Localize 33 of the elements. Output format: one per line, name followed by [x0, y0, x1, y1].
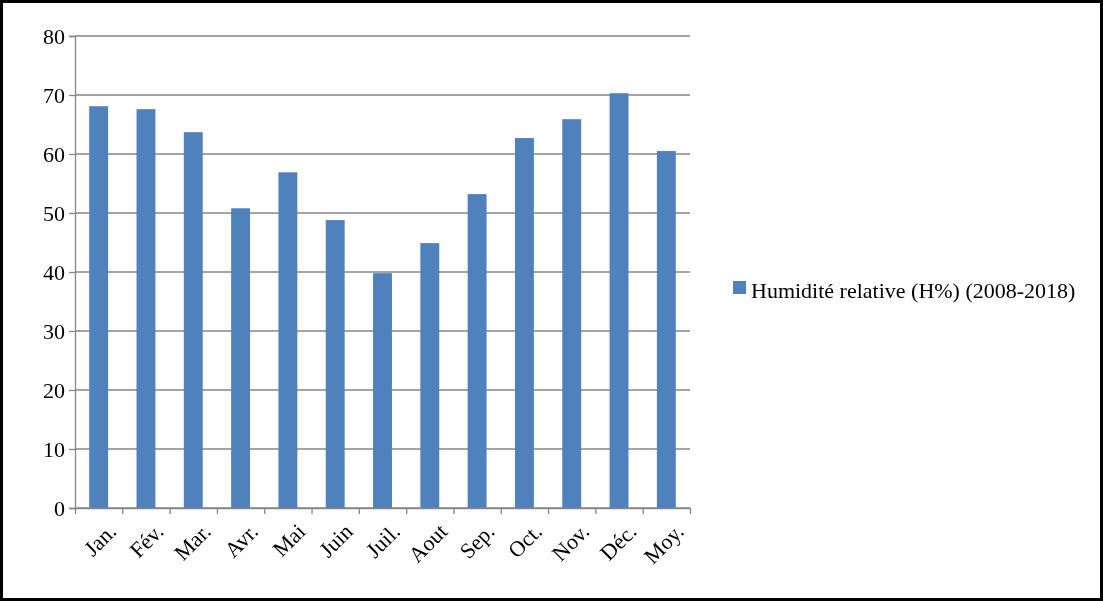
y-tick-label: 30	[43, 318, 65, 344]
bar	[373, 273, 392, 508]
x-tick-label: Avr.	[219, 518, 263, 563]
y-tick-label: 60	[43, 141, 65, 167]
bar	[609, 93, 629, 508]
bar	[325, 220, 345, 508]
y-tick-label: 40	[43, 259, 65, 285]
x-tick-label: Mar.	[169, 518, 216, 566]
bar	[467, 194, 487, 508]
bar	[278, 172, 298, 508]
bar	[656, 151, 676, 508]
x-tick-label: Juil.	[360, 518, 405, 563]
x-tick-label: Juin	[314, 518, 358, 563]
legend-label: Humidité relative (H%) (2008-2018)	[751, 277, 1076, 303]
y-tick-label: 20	[43, 377, 65, 403]
y-tick-label: 10	[43, 436, 65, 462]
x-tick-label: Oct.	[502, 518, 547, 563]
bar	[231, 208, 251, 508]
x-tick-label: Fév.	[124, 518, 169, 563]
x-tick-label: Sep.	[454, 518, 500, 564]
y-tick-label: 80	[43, 23, 65, 49]
bar	[136, 109, 156, 508]
y-tick-label: 0	[54, 495, 65, 521]
x-tick-label: Mai	[267, 518, 311, 562]
y-tick-label: 50	[43, 200, 65, 226]
bar	[562, 119, 582, 508]
bar	[89, 106, 109, 508]
y-tick-label: 70	[43, 82, 65, 108]
x-tick-label: Nov.	[546, 518, 595, 567]
bar	[183, 132, 203, 508]
bar	[514, 138, 534, 508]
x-tick-label: Jan.	[78, 518, 122, 562]
bar	[420, 243, 440, 508]
